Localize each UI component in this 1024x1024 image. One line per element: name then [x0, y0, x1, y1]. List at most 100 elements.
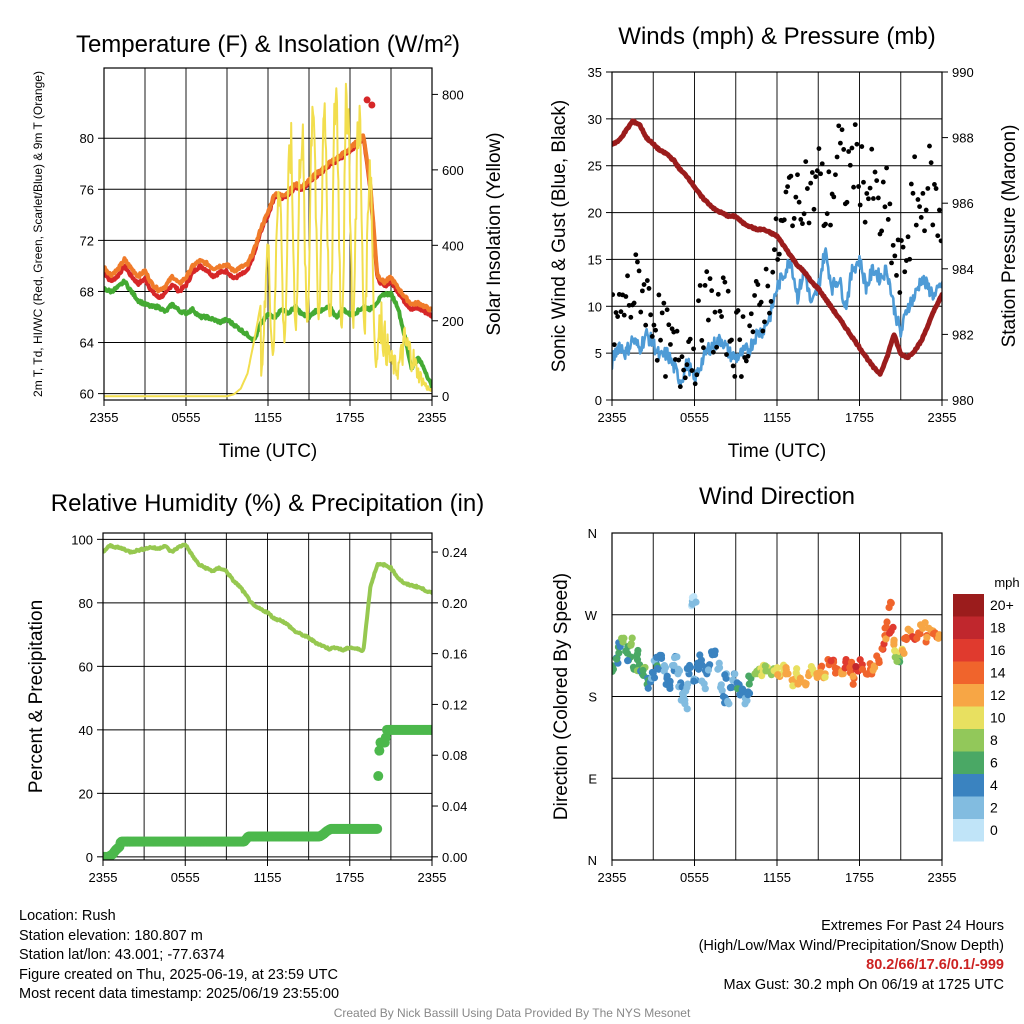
- gust-point: [631, 300, 637, 306]
- gust-point: [785, 184, 790, 189]
- direction-point: [745, 689, 754, 697]
- direction-point: [774, 671, 782, 679]
- gust-point: [824, 211, 830, 217]
- rh-plot-area: [103, 542, 432, 860]
- winds-ytick-label: 30: [588, 112, 602, 127]
- gust-point: [773, 216, 779, 222]
- gust-point: [899, 238, 904, 243]
- gust-point: [750, 329, 756, 335]
- gust-point: [705, 317, 711, 323]
- gust-point: [659, 310, 665, 316]
- winds-series-sonic-wind: [612, 247, 942, 387]
- gust-point: [639, 288, 645, 294]
- precip-point: [374, 745, 385, 756]
- gust-point: [732, 374, 738, 379]
- direction-point: [690, 677, 698, 685]
- rh-ytick-label: 80: [79, 596, 93, 611]
- direction-point: [657, 651, 666, 660]
- speed-legend-swatch: [953, 729, 984, 752]
- direction-point: [802, 680, 810, 688]
- gust-point: [857, 202, 863, 208]
- speed-legend-title: mph: [994, 575, 1019, 590]
- direction-point: [890, 641, 898, 649]
- gust-point: [912, 154, 918, 160]
- gust-point: [767, 310, 772, 316]
- direction-point: [793, 665, 801, 673]
- rh-series-relative-humidity: [103, 542, 432, 653]
- direction-point: [745, 680, 753, 688]
- temp-series-td: [104, 278, 432, 391]
- gust-point: [768, 299, 774, 304]
- gust-point: [682, 375, 688, 381]
- direction-xtick-label: 1155: [763, 870, 791, 885]
- gust-point: [709, 288, 715, 294]
- winds-xlabel: Time (UTC): [728, 441, 827, 462]
- speed-legend-swatch: [953, 751, 984, 774]
- gust-point: [628, 314, 634, 320]
- precip-point: [372, 823, 383, 834]
- temp-ytick-label: 64: [80, 336, 94, 351]
- gust-point: [666, 322, 672, 328]
- gust-point: [833, 172, 838, 178]
- gust-point: [861, 179, 866, 185]
- rh-ytick-label: 0: [86, 850, 93, 865]
- direction-plot-area: [612, 592, 942, 713]
- rh-series-relative-humidity-line: [103, 542, 432, 653]
- speed-legend-label: 8: [990, 732, 998, 748]
- winds-ylabel: Sonic Wind & Gust (Blue, Black): [549, 100, 570, 372]
- gust-point: [866, 196, 871, 202]
- gust-point: [804, 186, 810, 191]
- speed-legend-label: 2: [990, 800, 998, 816]
- temp-ytick-label: 60: [80, 387, 94, 402]
- gust-point: [851, 184, 856, 190]
- gust-point: [717, 308, 723, 314]
- gust-point: [823, 221, 828, 227]
- gust-point: [928, 160, 934, 166]
- temp-ytick-label: 80: [80, 131, 94, 146]
- gust-point: [927, 143, 932, 149]
- winds-ytick-label: 35: [588, 65, 602, 80]
- recent-timestamp: Most recent data timestamp: 2025/06/19 2…: [19, 986, 340, 1002]
- direction-point: [612, 667, 616, 675]
- gust-point: [612, 342, 617, 348]
- speed-legend-label: 12: [990, 687, 1006, 703]
- temp-y2tick-label: 0: [442, 389, 449, 404]
- gust-point: [935, 233, 941, 239]
- gust-point: [760, 328, 766, 334]
- direction-point: [831, 669, 840, 677]
- speed-legend-swatch: [953, 819, 984, 842]
- gust-point: [907, 256, 913, 262]
- direction-point: [821, 673, 829, 681]
- gust-point: [668, 342, 673, 347]
- gust-point: [837, 140, 843, 146]
- rh-y2tick-label: 0.20: [442, 596, 467, 611]
- precip-point: [373, 771, 384, 782]
- winds-ytick-label: 25: [588, 159, 602, 174]
- direction-point: [813, 673, 821, 682]
- gust-point: [913, 222, 919, 228]
- temp-ylabel: 2m T, Td, HI/WC (Red, Green, Scarlet/Blu…: [31, 71, 45, 397]
- gust-point: [798, 216, 804, 222]
- gust-point: [885, 217, 891, 222]
- gust-point: [740, 314, 746, 320]
- gust-point: [813, 174, 819, 180]
- direction-point: [701, 685, 709, 693]
- direction-point: [666, 684, 674, 693]
- chart-rh: Relative Humidity (%) & Precipitation (i…: [26, 490, 484, 885]
- gust-point: [636, 268, 642, 274]
- direction-point: [794, 680, 802, 688]
- temp-ytick-label: 68: [80, 284, 94, 299]
- temp-series-td-line: [104, 278, 432, 391]
- chart-temp: Temperature (F) & Insolation (W/m²) 2355 0…: [31, 31, 505, 462]
- gust-point: [882, 204, 888, 210]
- gust-point: [618, 309, 624, 315]
- winds-xtick-label: 1755: [845, 410, 874, 425]
- direction-point: [721, 671, 729, 679]
- gust-point: [633, 252, 639, 258]
- temp-y2tick-label: 200: [442, 314, 464, 329]
- speed-legend-swatch: [953, 639, 984, 662]
- gust-point: [704, 269, 710, 275]
- gust-point: [932, 182, 937, 187]
- direction-point: [639, 666, 647, 675]
- temp-ytick-label: 76: [80, 182, 94, 197]
